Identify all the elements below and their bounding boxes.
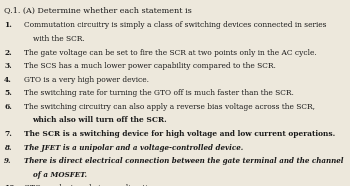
Text: 1.: 1. xyxy=(4,21,12,29)
Text: Commutation circuitry is simply a class of switching devices connected in series: Commutation circuitry is simply a class … xyxy=(24,21,326,29)
Text: The JFET is a unipolar and a voltage-controlled device.: The JFET is a unipolar and a voltage-con… xyxy=(24,144,243,152)
Text: The switching rate for turning the GTO off is much faster than the SCR.: The switching rate for turning the GTO o… xyxy=(24,89,294,97)
Text: 9.: 9. xyxy=(4,157,12,165)
Text: which also will turn off the SCR.: which also will turn off the SCR. xyxy=(33,116,167,124)
Text: GTO is a very high power device.: GTO is a very high power device. xyxy=(24,76,149,84)
Text: of a MOSFET.: of a MOSFET. xyxy=(33,171,86,179)
Text: 6.: 6. xyxy=(4,103,12,111)
Text: Q.1. (A) Determine whether each statement is: Q.1. (A) Determine whether each statemen… xyxy=(4,7,195,15)
Text: The SCS has a much lower power capability compared to the SCR.: The SCS has a much lower power capabilit… xyxy=(24,62,276,70)
Text: The gate voltage can be set to fire the SCR at two points only in the AC cycle.: The gate voltage can be set to fire the … xyxy=(24,49,316,57)
Text: 8.: 8. xyxy=(4,144,12,152)
Text: 7.: 7. xyxy=(4,130,12,138)
Text: 10.: 10. xyxy=(4,184,17,186)
Text: 3.: 3. xyxy=(4,62,12,70)
Text: 2.: 2. xyxy=(4,49,12,57)
Text: The SCR is a switching device for high voltage and low current operations.: The SCR is a switching device for high v… xyxy=(24,130,335,138)
Text: The switching circuitry can also apply a reverse bias voltage across the SCR,: The switching circuitry can also apply a… xyxy=(24,103,315,111)
Text: GTO conducts only in one direction.: GTO conducts only in one direction. xyxy=(24,184,159,186)
Text: 4.: 4. xyxy=(4,76,12,84)
Text: There is direct electrical connection between the gate terminal and the channel: There is direct electrical connection be… xyxy=(24,157,343,165)
Text: 5.: 5. xyxy=(4,89,12,97)
Text: with the SCR.: with the SCR. xyxy=(33,35,84,43)
